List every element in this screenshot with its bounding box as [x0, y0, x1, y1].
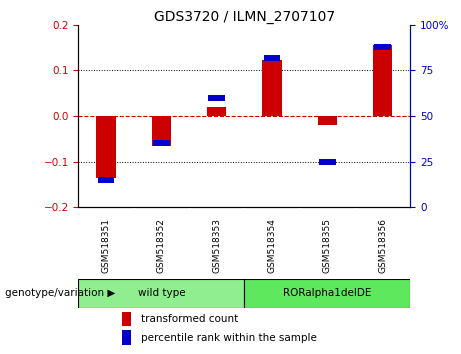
Bar: [374, 44, 391, 50]
Bar: [122, 312, 131, 326]
Bar: [152, 116, 171, 145]
Bar: [208, 95, 225, 101]
Text: transformed count: transformed count: [142, 314, 239, 324]
Bar: [207, 107, 226, 116]
Text: GSM518354: GSM518354: [267, 218, 277, 273]
Bar: [153, 141, 170, 146]
Bar: [319, 159, 336, 165]
Bar: [262, 60, 282, 116]
Text: GSM518356: GSM518356: [378, 218, 387, 273]
Text: genotype/variation ▶: genotype/variation ▶: [5, 289, 115, 298]
Bar: [78, 279, 244, 308]
Bar: [98, 177, 114, 183]
Text: GSM518355: GSM518355: [323, 218, 332, 273]
Bar: [373, 45, 392, 116]
Text: wild type: wild type: [137, 289, 185, 298]
Title: GDS3720 / ILMN_2707107: GDS3720 / ILMN_2707107: [154, 10, 335, 24]
Bar: [122, 330, 131, 345]
Bar: [318, 116, 337, 125]
Text: GSM518352: GSM518352: [157, 218, 166, 273]
Text: percentile rank within the sample: percentile rank within the sample: [142, 332, 317, 343]
Text: GSM518353: GSM518353: [212, 218, 221, 273]
Bar: [244, 279, 410, 308]
Bar: [96, 116, 116, 177]
Bar: [264, 55, 280, 61]
Text: GSM518351: GSM518351: [101, 218, 111, 273]
Text: RORalpha1delDE: RORalpha1delDE: [283, 289, 372, 298]
